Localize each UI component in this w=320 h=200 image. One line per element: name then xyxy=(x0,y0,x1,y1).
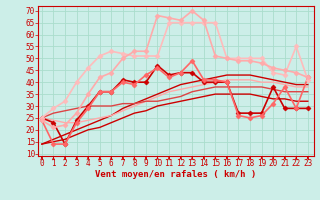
X-axis label: Vent moyen/en rafales ( km/h ): Vent moyen/en rafales ( km/h ) xyxy=(95,170,257,179)
